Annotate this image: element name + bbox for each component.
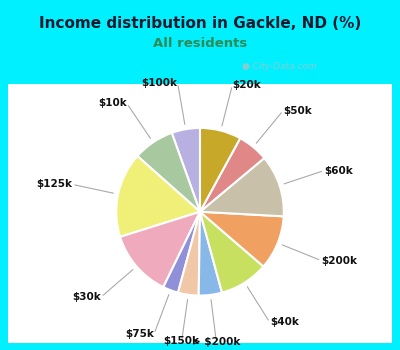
Wedge shape: [163, 212, 200, 293]
Text: Income distribution in Gackle, ND (%): Income distribution in Gackle, ND (%): [39, 16, 361, 31]
Text: > $200k: > $200k: [192, 337, 240, 346]
Text: $150k: $150k: [164, 336, 200, 346]
Wedge shape: [120, 212, 200, 287]
Text: $200k: $200k: [321, 256, 357, 266]
Text: $125k: $125k: [36, 179, 72, 189]
Text: $30k: $30k: [72, 292, 101, 302]
Text: $10k: $10k: [98, 98, 127, 108]
Wedge shape: [200, 128, 240, 212]
Text: $100k: $100k: [142, 78, 178, 88]
Wedge shape: [178, 212, 200, 295]
Text: $20k: $20k: [232, 80, 261, 90]
Text: $60k: $60k: [324, 166, 353, 176]
Wedge shape: [200, 212, 284, 266]
Text: ● City-Data.com: ● City-Data.com: [242, 62, 317, 71]
Wedge shape: [200, 138, 264, 212]
Wedge shape: [199, 212, 222, 295]
Wedge shape: [116, 156, 200, 237]
Wedge shape: [137, 133, 200, 212]
Wedge shape: [200, 212, 264, 293]
Wedge shape: [172, 128, 200, 212]
Text: $40k: $40k: [270, 317, 299, 327]
Wedge shape: [200, 158, 284, 216]
Text: $75k: $75k: [125, 329, 154, 339]
Text: $50k: $50k: [283, 106, 312, 116]
Text: All residents: All residents: [153, 37, 247, 50]
